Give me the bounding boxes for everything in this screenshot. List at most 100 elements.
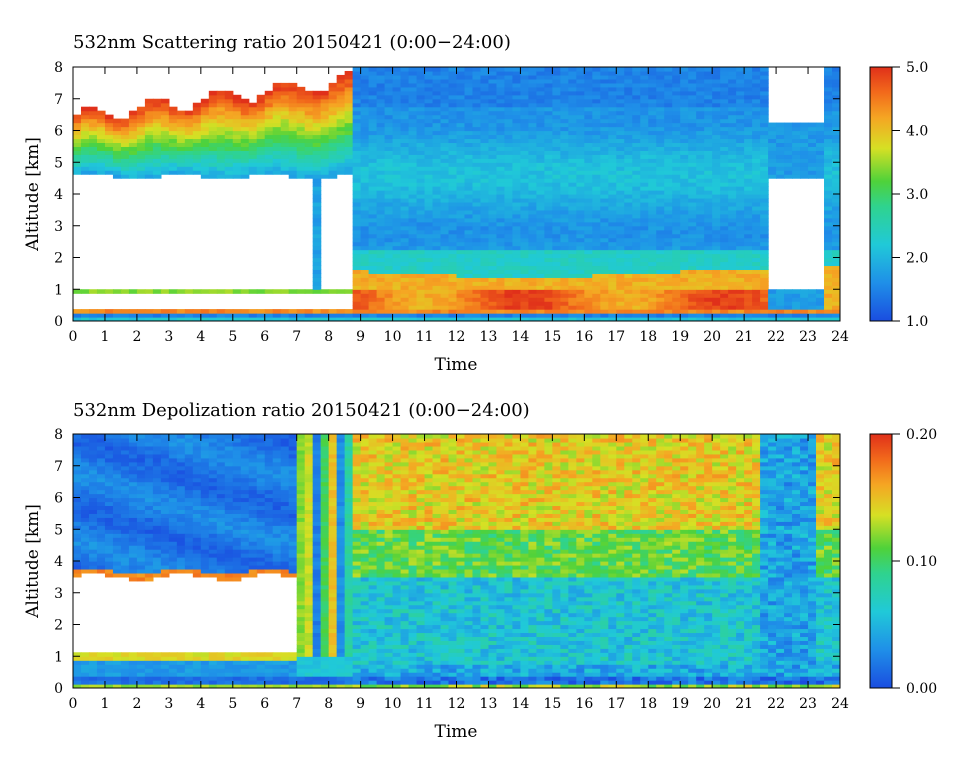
heatmap-cell	[408, 102, 418, 108]
heatmap-cell	[496, 82, 506, 88]
heatmap-cell	[712, 313, 721, 318]
heatmap-cell	[736, 106, 745, 112]
heatmap-cell	[680, 118, 689, 124]
heatmap-cell	[312, 281, 322, 286]
heatmap-cell	[376, 289, 386, 294]
heatmap-cell	[392, 205, 402, 211]
heatmap-cell	[488, 313, 498, 318]
heatmap-cell	[304, 154, 314, 159]
heatmap-cell	[728, 154, 737, 159]
heatmap-cell	[464, 265, 474, 271]
heatmap-cell	[560, 114, 569, 120]
heatmap-cell	[552, 74, 561, 80]
heatmap-cell	[584, 245, 593, 251]
heatmap-cell	[296, 90, 306, 96]
heatmap-cell	[440, 130, 450, 136]
heatmap-cell	[320, 162, 330, 167]
heatmap-cell	[544, 257, 553, 263]
heatmap-cell	[824, 67, 833, 72]
heatmap-cell	[752, 245, 761, 251]
heatmap-cell	[360, 305, 370, 310]
heatmap-cell	[376, 178, 386, 183]
heatmap-cell	[128, 150, 138, 155]
heatmap-cell	[688, 114, 697, 120]
heatmap-cell	[680, 182, 689, 187]
heatmap-cell	[616, 114, 625, 120]
heatmap-cell	[400, 194, 410, 199]
heatmap-cell	[464, 138, 474, 144]
heatmap-cell	[472, 106, 482, 112]
heatmap-cell	[384, 209, 394, 215]
heatmap-cell	[616, 78, 625, 84]
heatmap-cell	[608, 245, 617, 251]
heatmap-cell	[608, 162, 617, 167]
heatmap-cell	[824, 201, 833, 207]
heatmap-cell	[504, 102, 514, 108]
heatmap-cell	[73, 485, 82, 491]
heatmap-cell	[632, 150, 641, 155]
heatmap-cell	[224, 138, 234, 144]
heatmap-cell	[520, 86, 530, 92]
heatmap-cell	[400, 146, 410, 151]
heatmap-cell	[448, 269, 458, 274]
heatmap-cell	[568, 217, 577, 223]
heatmap-cell	[728, 313, 737, 318]
heatmap-cell	[232, 98, 242, 104]
heatmap-cell	[568, 146, 577, 151]
heatmap-cell	[384, 313, 394, 318]
heatmap-cell	[816, 150, 825, 155]
heatmap-cell	[512, 182, 522, 187]
heatmap-cell	[824, 118, 833, 124]
heatmap-cell	[80, 130, 90, 136]
heatmap-cell	[424, 162, 434, 167]
heatmap-cell	[376, 221, 386, 227]
heatmap-cell	[176, 110, 186, 116]
heatmap-cell	[456, 178, 466, 183]
heatmap-cell	[376, 70, 386, 76]
heatmap-cell	[424, 313, 434, 318]
heatmap-cell	[312, 186, 322, 191]
heatmap-cell	[488, 217, 498, 223]
heatmap-cell	[456, 74, 466, 80]
heatmap-cell	[496, 74, 506, 80]
heatmap-cell	[488, 150, 498, 155]
heatmap-cell	[592, 178, 601, 183]
heatmap-cell	[608, 205, 617, 211]
x-tick-label: 5	[228, 329, 237, 345]
heatmap-cell	[328, 150, 338, 155]
heatmap-cell	[424, 178, 434, 183]
heatmap-cell	[664, 309, 673, 314]
heatmap-cell	[536, 174, 545, 179]
heatmap-cell	[600, 269, 609, 274]
heatmap-cell	[592, 94, 601, 100]
heatmap-cell	[464, 285, 474, 290]
heatmap-cell	[432, 134, 442, 140]
heatmap-cell	[424, 289, 434, 294]
heatmap-cell	[688, 122, 697, 128]
heatmap-cell	[752, 142, 761, 147]
heatmap-cell	[512, 170, 522, 175]
heatmap-cell	[456, 138, 466, 144]
heatmap-cell	[584, 146, 593, 151]
heatmap-cell	[440, 194, 450, 199]
heatmap-cell	[696, 190, 705, 195]
heatmap-cell	[632, 190, 641, 195]
heatmap-cell	[464, 293, 474, 298]
heatmap-cell	[400, 269, 410, 274]
heatmap-cell	[344, 142, 354, 147]
heatmap-cell	[752, 190, 761, 195]
heatmap-cell	[296, 174, 306, 179]
heatmap-cell	[656, 237, 665, 243]
heatmap-cell	[824, 293, 833, 298]
heatmap-cell	[448, 233, 458, 239]
heatmap-cell	[616, 233, 625, 239]
heatmap-cell	[664, 170, 673, 175]
heatmap-cell	[800, 162, 809, 167]
heatmap-cell	[648, 94, 657, 100]
heatmap-cell	[544, 297, 553, 302]
heatmap-cell	[560, 221, 569, 227]
heatmap-cell	[632, 273, 641, 278]
heatmap-cell	[696, 78, 705, 84]
heatmap-cell	[568, 233, 577, 239]
heatmap-cell	[432, 273, 442, 278]
